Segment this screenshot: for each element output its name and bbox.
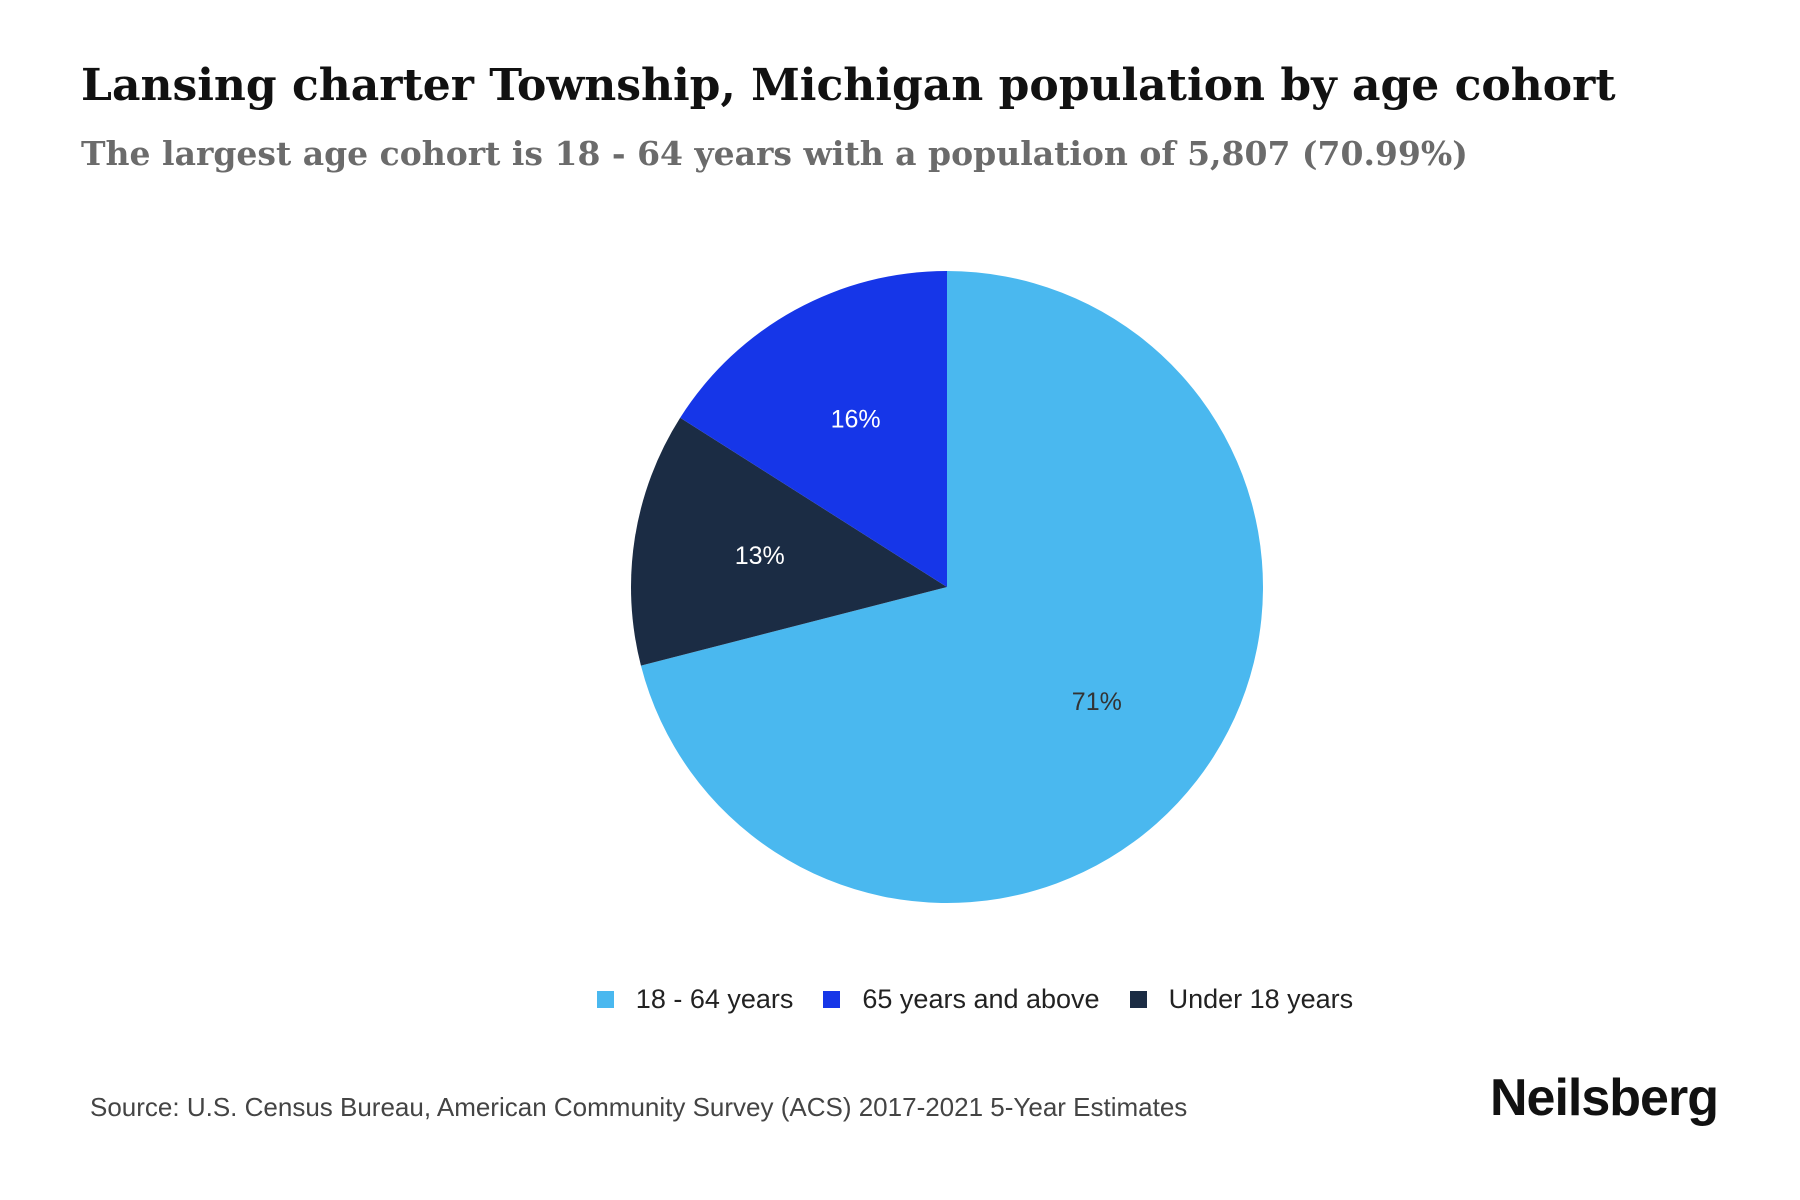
pie-label-under-18-years: 13% (735, 542, 785, 570)
pie-slice-18-64-years (640, 271, 1263, 903)
legend-item-65-above: 65 years and above (823, 984, 1100, 1015)
pie-label-65-years-and-above: 16% (831, 405, 881, 433)
pie-slice-under-18-years (631, 417, 947, 666)
source-note: Source: U.S. Census Bureau, American Com… (90, 1092, 1188, 1122)
legend-label-65-above: 65 years and above (862, 984, 1100, 1014)
chart-title: Lansing charter Township, Michigan popul… (81, 60, 1616, 111)
legend-label-under-18: Under 18 years (1168, 984, 1354, 1014)
brand-logo: Neilsberg (1490, 1069, 1719, 1127)
legend-swatch-18-64 (596, 991, 614, 1008)
legend-label-18-64: 18 - 64 years (635, 984, 794, 1014)
pie-slice-65-years-and-above (680, 271, 947, 587)
pie-label-18-64-years: 71% (1072, 688, 1122, 716)
legend-item-18-64: 18 - 64 years (596, 984, 794, 1015)
legend-item-under-18: Under 18 years (1129, 984, 1354, 1015)
chart-legend: 18 - 64 years 65 years and above Under 1… (0, 984, 1800, 1015)
chart-subtitle: The largest age cohort is 18 - 64 years … (81, 134, 1468, 173)
legend-swatch-65-above (823, 991, 841, 1008)
legend-swatch-under-18 (1129, 991, 1147, 1008)
